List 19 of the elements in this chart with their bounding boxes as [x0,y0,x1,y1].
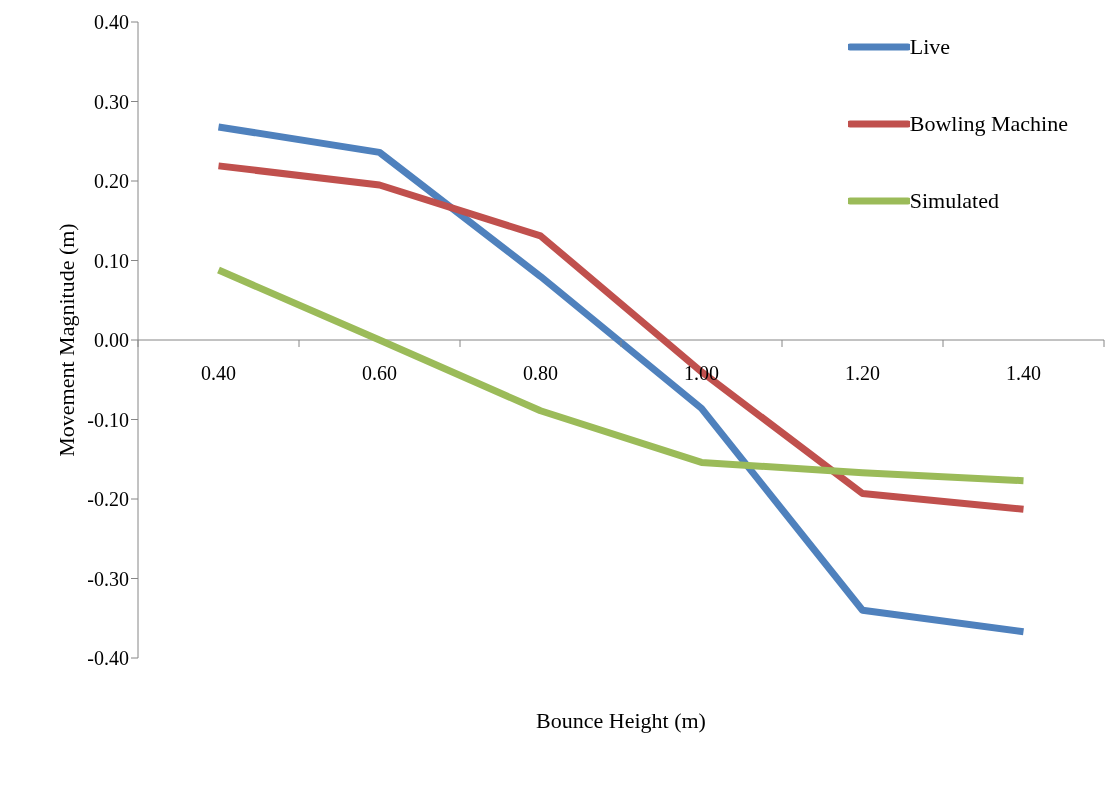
y-tick-label: -0.10 [87,408,129,431]
y-tick-label: -0.30 [87,567,129,590]
y-tick-label: 0.30 [94,90,129,113]
legend-label: Bowling Machine [909,110,1068,137]
y-tick-label: 0.20 [94,170,129,193]
legend-label: Simulated [909,187,999,214]
y-tick-label: -0.40 [87,647,129,670]
x-tick-label: 0.60 [362,362,397,384]
x-tick-label: 1.40 [1006,362,1041,384]
y-tick-label: 0.10 [94,249,129,272]
y-tick-label: -0.20 [87,488,129,511]
y-tick-label: 0.00 [94,329,129,352]
x-tick-label: 1.20 [845,362,880,384]
y-tick-label: 0.40 [94,11,129,34]
y-axis-title: Movement Magnitude (m) [53,223,79,457]
x-axis-title: Bounce Height (m) [536,708,706,733]
x-tick-label: 0.40 [201,362,236,384]
x-tick-label: 0.80 [523,362,558,384]
legend-label: Live [909,33,951,60]
